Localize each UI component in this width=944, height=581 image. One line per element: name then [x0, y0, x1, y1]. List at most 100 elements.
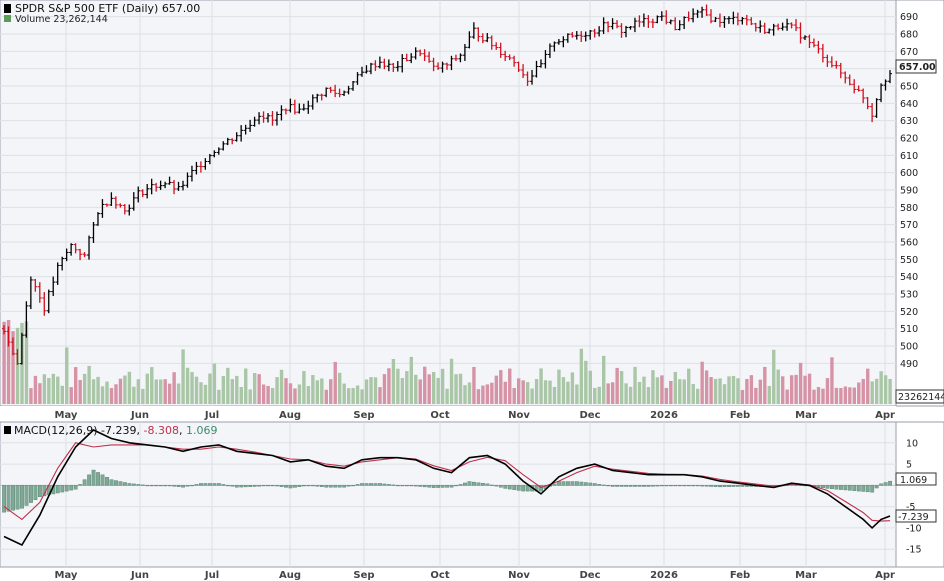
volume-bar	[431, 371, 436, 404]
price-tick-label: 530	[900, 290, 918, 301]
price-bar	[570, 32, 575, 38]
price-bar	[122, 204, 127, 215]
volume-bar	[167, 383, 172, 404]
volume-bar	[405, 371, 409, 404]
volume-bar	[51, 373, 56, 404]
price-bar	[789, 22, 794, 29]
title-marker	[4, 4, 11, 13]
month-labels-top: May Jun Jul Aug Sep Oct Nov Dec 2026 Feb Mar Apr	[55, 410, 895, 421]
volume-bar	[221, 375, 226, 404]
macd-histogram-bar	[2, 485, 7, 513]
volume-bar	[763, 366, 767, 404]
macd-histogram-bar	[651, 485, 655, 487]
macd-histogram-bar	[642, 485, 646, 487]
macd-histogram-bar	[449, 485, 454, 488]
price-bar	[637, 15, 642, 28]
macd-histogram-bar	[561, 481, 566, 486]
macd-histogram-bar	[856, 485, 861, 492]
volume-bar	[42, 374, 47, 404]
macd-histogram-bar	[391, 484, 396, 486]
price-bar	[547, 43, 552, 59]
macd-histogram-bar	[494, 485, 499, 487]
price-tick-label: 560	[900, 238, 918, 249]
volume-bar	[570, 372, 575, 404]
price-bar	[306, 100, 311, 114]
macd-histogram-bar	[409, 485, 414, 487]
macd-histogram	[2, 469, 893, 513]
macd-histogram-bar	[105, 477, 109, 486]
volume-bar	[772, 349, 776, 404]
volume-bar	[615, 367, 619, 404]
macd-histogram-bar	[691, 485, 696, 487]
price-bar	[521, 64, 526, 79]
volume-bar	[557, 369, 561, 404]
macd-histogram-bar	[342, 485, 347, 488]
macd-histogram-bar	[503, 485, 508, 489]
price-bar	[735, 12, 740, 26]
macd-histogram-bar	[830, 485, 834, 490]
price-bar	[802, 35, 807, 41]
volume-bar	[105, 381, 109, 404]
macd-histogram-bar	[436, 485, 441, 488]
volume-bar	[172, 372, 176, 404]
macd-histogram-bar	[467, 481, 472, 486]
macd-histogram-bar	[727, 485, 731, 487]
volume-bar	[606, 383, 610, 404]
volume-bar	[633, 366, 637, 404]
macd-legend-hist: 1.069	[186, 424, 218, 437]
macd-histogram-bar	[592, 483, 597, 486]
volume-bar	[718, 378, 722, 404]
month-label: Jul	[204, 570, 219, 581]
macd-histogram-bar	[440, 485, 445, 488]
macd-histogram-bar	[270, 485, 275, 487]
macd-histogram-bar	[736, 485, 740, 487]
price-bar	[588, 29, 593, 40]
macd-histogram-bar	[821, 485, 825, 488]
price-bar	[476, 27, 481, 42]
month-label: May	[55, 570, 78, 581]
price-bar	[82, 252, 87, 258]
price-bar	[592, 28, 597, 38]
price-bar	[597, 26, 602, 37]
macd-histogram-bar	[346, 485, 351, 487]
price-bar	[623, 25, 628, 38]
price-bar	[530, 70, 535, 85]
macd-histogram-bar	[463, 482, 467, 486]
price-bar	[257, 112, 262, 125]
volume-bar	[194, 376, 199, 404]
volume-bar	[642, 376, 646, 404]
volume-bar	[660, 375, 664, 404]
macd-histogram-bar	[96, 472, 100, 486]
price-bar	[145, 183, 150, 199]
price-bar	[248, 119, 253, 132]
price-bar	[749, 17, 754, 26]
month-label: Aug	[279, 570, 301, 581]
macd-histogram-bar	[360, 483, 364, 486]
price-bar	[24, 301, 29, 338]
price-bar	[418, 49, 423, 57]
price-bar	[713, 16, 718, 23]
volume-bar	[449, 358, 454, 404]
month-label: 2026	[650, 570, 678, 581]
macd-histogram-bar	[579, 481, 584, 486]
macd-value-box	[895, 509, 937, 523]
volume-bar	[651, 370, 655, 404]
price-bar	[565, 33, 570, 43]
macd-histogram-bar	[874, 485, 879, 489]
macd-histogram-bar	[633, 485, 637, 487]
macd-histogram-bar	[570, 481, 575, 486]
hist-value-box	[895, 472, 937, 486]
volume-bar	[427, 374, 431, 404]
price-bar	[507, 54, 512, 61]
volume-bar	[360, 389, 364, 404]
macd-histogram-bar	[539, 485, 543, 492]
volume-bar	[637, 381, 642, 404]
price-bar	[37, 282, 42, 303]
month-label: Dec	[579, 570, 600, 581]
volume-bar	[324, 389, 328, 404]
macd-histogram-bar	[176, 485, 181, 487]
macd-histogram-bar	[400, 485, 405, 487]
price-bar	[279, 105, 284, 121]
volume-bar	[476, 389, 481, 404]
volume-bar	[15, 327, 20, 404]
